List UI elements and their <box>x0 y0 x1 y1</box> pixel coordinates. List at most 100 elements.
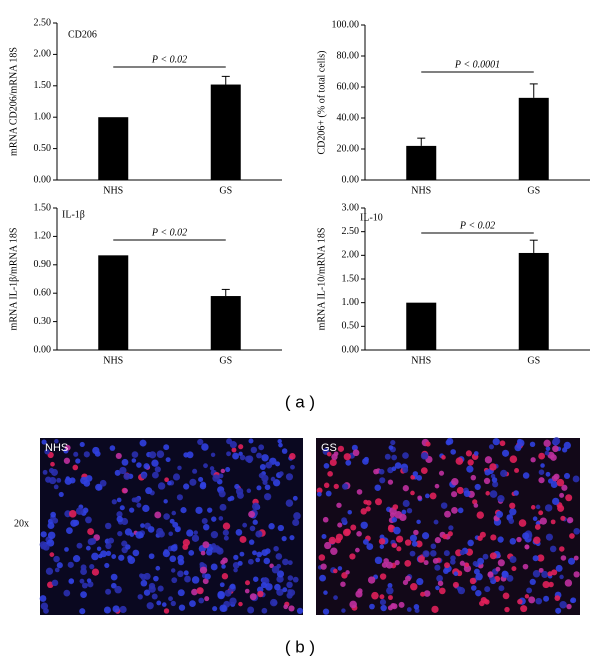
p-value: P < 0.02 <box>151 54 187 65</box>
cell <box>545 446 551 451</box>
cell <box>559 574 564 580</box>
cell <box>148 553 155 560</box>
cell <box>141 473 147 479</box>
cell <box>394 462 402 469</box>
cell <box>65 476 71 481</box>
cell <box>111 499 117 505</box>
cell <box>201 443 209 451</box>
cell <box>39 595 47 602</box>
cell <box>551 569 558 576</box>
cell <box>79 608 86 615</box>
cell <box>156 450 165 458</box>
cell <box>42 543 50 551</box>
cell <box>438 470 445 476</box>
cell <box>452 581 459 588</box>
cell <box>281 448 288 454</box>
cell <box>406 607 412 612</box>
cell <box>145 487 153 495</box>
cell <box>171 510 177 516</box>
cell <box>322 516 329 523</box>
cell <box>183 570 189 576</box>
cell <box>292 576 299 583</box>
cell <box>272 479 281 487</box>
cell <box>151 459 159 467</box>
cell <box>274 583 281 591</box>
cell <box>544 450 550 456</box>
cell <box>231 447 237 453</box>
bar <box>98 255 129 350</box>
cell <box>163 499 168 504</box>
cell <box>459 549 466 556</box>
cell <box>98 553 103 559</box>
cell <box>49 552 55 557</box>
cell <box>474 483 481 491</box>
cell <box>569 533 575 539</box>
cell <box>199 482 207 490</box>
cell <box>219 604 227 613</box>
cell <box>362 538 369 545</box>
cell <box>423 590 431 597</box>
cell <box>227 496 232 502</box>
cell <box>73 451 79 457</box>
y-tick-label: 2.50 <box>342 226 360 237</box>
cell <box>287 589 293 594</box>
cell <box>274 461 281 467</box>
p-value: P < 0.0001 <box>454 59 500 70</box>
cell <box>256 452 262 459</box>
cell <box>469 577 477 585</box>
cell <box>457 587 466 595</box>
cell <box>104 562 110 569</box>
cell <box>140 523 145 528</box>
cell <box>448 525 454 531</box>
cell <box>366 500 372 506</box>
x-tick-label: GS <box>219 355 232 366</box>
panel-label: ( a ) <box>285 392 315 411</box>
cell <box>220 559 226 565</box>
cell <box>559 601 567 609</box>
cell <box>248 510 256 518</box>
cell <box>127 556 136 564</box>
cell <box>80 568 87 575</box>
cell <box>566 603 572 610</box>
cell <box>530 505 536 510</box>
cell <box>63 457 71 464</box>
cell <box>95 483 103 491</box>
cell <box>399 513 407 522</box>
cell <box>402 467 409 474</box>
cell <box>535 504 541 510</box>
cell <box>430 550 437 557</box>
cell <box>548 581 554 588</box>
cell <box>161 602 167 607</box>
cell <box>492 481 499 488</box>
cell <box>565 494 573 502</box>
cell <box>180 507 187 514</box>
cell <box>222 529 229 536</box>
cell <box>157 482 166 490</box>
cell <box>544 504 553 512</box>
cell <box>402 452 409 459</box>
cell <box>343 453 351 461</box>
cell <box>451 478 459 486</box>
cell <box>131 458 137 463</box>
cell <box>522 563 529 570</box>
cell <box>199 566 208 574</box>
cell <box>116 511 123 518</box>
cell <box>163 608 170 614</box>
cell <box>119 605 127 614</box>
cell <box>362 458 369 465</box>
cell <box>563 472 571 480</box>
cell <box>50 468 59 476</box>
cell <box>188 549 195 556</box>
cell <box>378 538 386 545</box>
cell <box>155 565 161 571</box>
cell <box>489 463 497 471</box>
cell <box>219 503 227 511</box>
cell <box>151 593 158 600</box>
cell <box>218 490 226 498</box>
cell <box>163 513 170 520</box>
cell <box>485 491 490 496</box>
cell <box>177 589 185 597</box>
cell <box>233 554 239 561</box>
y-tick-label: 0.60 <box>34 287 52 298</box>
cell <box>431 605 439 613</box>
